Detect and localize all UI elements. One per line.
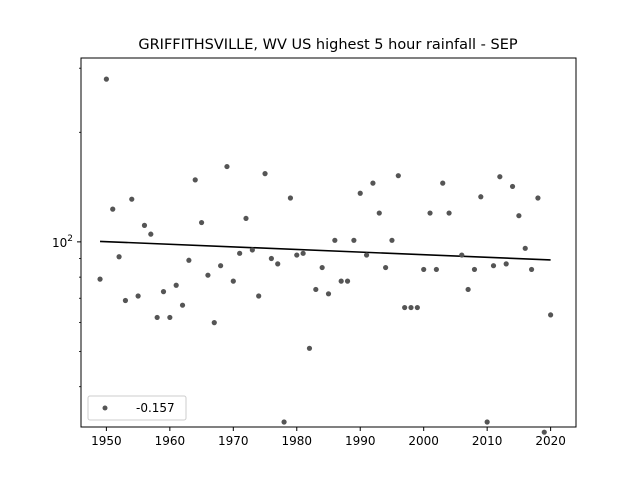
data-point	[224, 163, 230, 170]
data-point	[427, 210, 433, 216]
data-point	[287, 195, 294, 201]
chart-title: GRIFFITHSVILLE, WV US highest 5 hour rai…	[138, 37, 518, 53]
data-point	[509, 183, 516, 190]
data-point	[490, 263, 497, 269]
data-point	[173, 282, 179, 288]
trend-line-group	[100, 240, 551, 261]
data-point	[319, 264, 325, 271]
data-point	[433, 266, 439, 273]
data-point	[122, 297, 129, 304]
data-point	[370, 180, 376, 186]
data-point	[237, 250, 243, 256]
data-point	[129, 196, 135, 202]
data-point	[275, 261, 281, 267]
x-tick-label: 1960	[155, 434, 186, 448]
data-point	[192, 177, 198, 183]
data-point	[148, 231, 154, 237]
data-point	[497, 174, 503, 180]
data-point	[160, 289, 167, 295]
data-point	[306, 345, 313, 351]
data-point	[167, 314, 173, 321]
legend-marker	[102, 405, 108, 411]
data-point	[395, 173, 401, 179]
data-point	[205, 272, 211, 278]
data-point	[249, 247, 255, 253]
data-point	[471, 266, 478, 273]
data-point	[402, 304, 408, 311]
data-point	[281, 419, 287, 425]
data-point	[516, 213, 522, 219]
data-point	[268, 255, 274, 262]
data-point	[351, 237, 357, 243]
data-point	[414, 304, 420, 311]
data-point	[179, 302, 186, 308]
data-point	[300, 250, 306, 256]
x-tick-label: 1950	[91, 434, 122, 448]
data-point	[383, 264, 389, 271]
data-point	[338, 278, 344, 284]
data-point	[218, 263, 224, 269]
x-tick-label: 1970	[218, 434, 249, 448]
data-point	[446, 210, 452, 216]
legend-box	[87, 395, 187, 421]
data-point	[230, 278, 236, 284]
data-point	[97, 276, 103, 282]
data-point	[548, 312, 554, 318]
data-point	[211, 320, 217, 326]
data-point	[408, 304, 414, 311]
x-tick-label: 1990	[345, 434, 376, 448]
data-point	[459, 252, 465, 258]
data-point	[344, 278, 351, 284]
data-point	[541, 429, 547, 435]
plot-area-frame	[80, 57, 577, 428]
data-point	[110, 206, 116, 212]
data-point	[262, 171, 268, 177]
data-point	[154, 314, 160, 321]
data-point	[503, 261, 509, 267]
legend-label: -0.157	[136, 401, 175, 415]
data-point	[484, 419, 490, 425]
data-point	[325, 291, 332, 297]
data-point	[389, 237, 395, 243]
data-point	[186, 257, 192, 263]
data-point	[357, 190, 363, 196]
x-tick-label: 2020	[535, 434, 566, 448]
data-point	[103, 76, 109, 82]
data-point	[376, 210, 382, 216]
data-point	[440, 180, 446, 186]
data-point	[535, 195, 541, 201]
data-point	[332, 237, 338, 243]
data-point	[116, 254, 122, 260]
data-point	[421, 266, 427, 273]
data-points	[97, 76, 554, 435]
data-point	[363, 252, 370, 258]
data-point	[135, 293, 141, 299]
trend-line	[100, 240, 551, 261]
data-point	[528, 266, 535, 273]
data-point	[465, 286, 471, 293]
x-tick-label: 1980	[281, 434, 312, 448]
data-point	[522, 245, 528, 251]
data-point	[141, 222, 148, 228]
data-point	[478, 194, 484, 200]
x-tick-label: 2000	[408, 434, 439, 448]
legend: -0.157	[87, 395, 187, 421]
data-point	[294, 252, 300, 258]
x-tick-label: 2010	[472, 434, 503, 448]
data-point	[243, 215, 249, 222]
data-point	[313, 286, 319, 293]
data-point	[198, 219, 205, 226]
data-point	[256, 293, 262, 299]
